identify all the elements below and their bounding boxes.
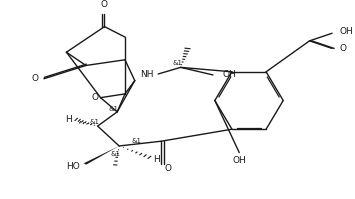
Text: H: H bbox=[153, 155, 160, 164]
Text: NH: NH bbox=[140, 70, 153, 79]
Text: H: H bbox=[65, 115, 72, 124]
Text: HO: HO bbox=[66, 162, 80, 171]
Text: &1: &1 bbox=[90, 119, 100, 125]
Text: O: O bbox=[91, 93, 98, 102]
Text: &1: &1 bbox=[132, 138, 142, 144]
Text: O: O bbox=[164, 164, 171, 173]
Polygon shape bbox=[84, 146, 119, 165]
Text: OH: OH bbox=[223, 70, 236, 79]
Text: &1: &1 bbox=[108, 106, 118, 112]
Text: O: O bbox=[340, 44, 347, 53]
Text: O: O bbox=[101, 0, 108, 9]
Text: OH: OH bbox=[340, 27, 354, 36]
Text: O: O bbox=[32, 74, 39, 83]
Text: &1: &1 bbox=[173, 60, 183, 66]
Text: OH: OH bbox=[233, 156, 246, 165]
Text: &1: &1 bbox=[110, 151, 120, 157]
